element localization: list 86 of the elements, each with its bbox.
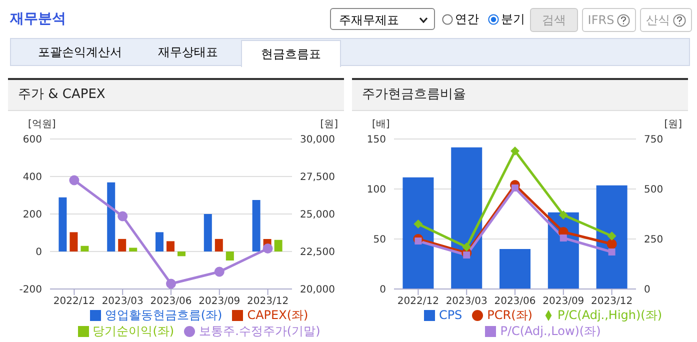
point [558,210,568,220]
x-tick-label: 2023/09 [198,296,240,308]
text: 재무분석 [10,10,66,28]
bar [58,197,67,252]
x-tick-label: 2022/12 [397,296,439,308]
text: IFRS [582,8,636,32]
point [69,175,80,186]
y2-tick-label: 0 [644,284,650,296]
y2-tick-label: 250 [644,234,664,246]
x-tick-label: 2023/12 [247,296,289,308]
bar [156,232,164,252]
bar [596,185,628,289]
y2-tick-label: 20,000 [300,284,335,296]
x-tick-label: 2022/12 [53,296,95,308]
y-tick-label: 0 [36,247,42,258]
x-tick-label: 2023/06 [494,296,536,308]
bar [70,232,78,252]
point [463,252,470,258]
x-tick-label: 2023/12 [591,296,633,308]
chart-title: 주가 & CAPEX [8,80,344,111]
y-axis-title: [배] [372,118,390,131]
text: 현금흐름표 [241,40,341,67]
y2-tick-label: 500 [644,184,664,196]
x-tick-label: 2023/03 [446,296,488,308]
y2-axis-title: [원] [664,118,682,131]
bar [118,238,126,252]
legend-label: CAPEX(좌) [247,308,308,322]
bar [166,241,175,252]
y-tick-label: -200 [19,284,42,296]
bar [252,200,260,252]
x-tick-label: 2023/09 [542,296,584,308]
text: 분기 [500,11,525,28]
bar [226,252,234,260]
y-tick-label: 150 [366,134,386,146]
point [510,146,520,156]
y-tick-label: 200 [22,210,42,221]
legend-label: CPS [438,308,462,322]
y-tick-label: 400 [22,172,42,184]
point [262,244,273,254]
bar [80,246,89,252]
y2-tick-label: 25,000 [300,210,335,221]
point [608,248,616,256]
y2-tick-label: 750 [644,134,664,146]
point [166,278,176,289]
chart-title: 주가현금흐름비율 [352,80,688,111]
y2-tick-label: 27,500 [300,172,335,184]
text: 연간 [454,11,479,28]
point [118,211,128,222]
bar [178,252,186,256]
x-tick-label: 2023/03 [102,296,144,308]
y2-tick-label: 22,500 [300,247,335,258]
text: 산식 [640,8,692,32]
point [512,184,518,192]
bar [500,249,531,289]
legend-label: PCR(좌) [487,308,532,322]
y2-axis-title: [원] [320,118,338,131]
point [607,232,616,240]
legend-label: 영업활동현금흐름(좌) [104,308,222,322]
y-axis-title: [억원] [28,118,56,131]
legend-label: 당기순이익(좌) [92,324,174,338]
legend-label: 보통주.수정주가(기말) [199,324,320,338]
y-tick-label: 600 [22,134,42,146]
legend-label: P/C(Adj.,Low)(좌) [500,324,601,338]
point [414,238,422,244]
bar [129,248,138,252]
x-tick-label: 2023/06 [150,296,192,308]
text: 재무상태표 [157,44,219,61]
bar [214,238,223,252]
legend-label: P/C(Adj.,High)(좌) [558,308,662,322]
bar [204,214,212,252]
point [606,239,617,249]
y-tick-label: 50 [373,234,386,246]
bar [402,177,434,289]
text: 주재무제표 [330,8,435,30]
point [414,220,423,228]
y-tick-label: 0 [380,284,386,296]
point [214,266,224,277]
y-tick-label: 100 [366,184,386,196]
bar [451,147,482,289]
y2-tick-label: 30,000 [300,134,335,146]
text: 포괄손익계산서 [37,44,123,61]
bar [274,240,282,252]
bar [107,182,116,252]
point [462,242,472,252]
point [560,234,567,242]
text: 검색 [530,8,578,32]
